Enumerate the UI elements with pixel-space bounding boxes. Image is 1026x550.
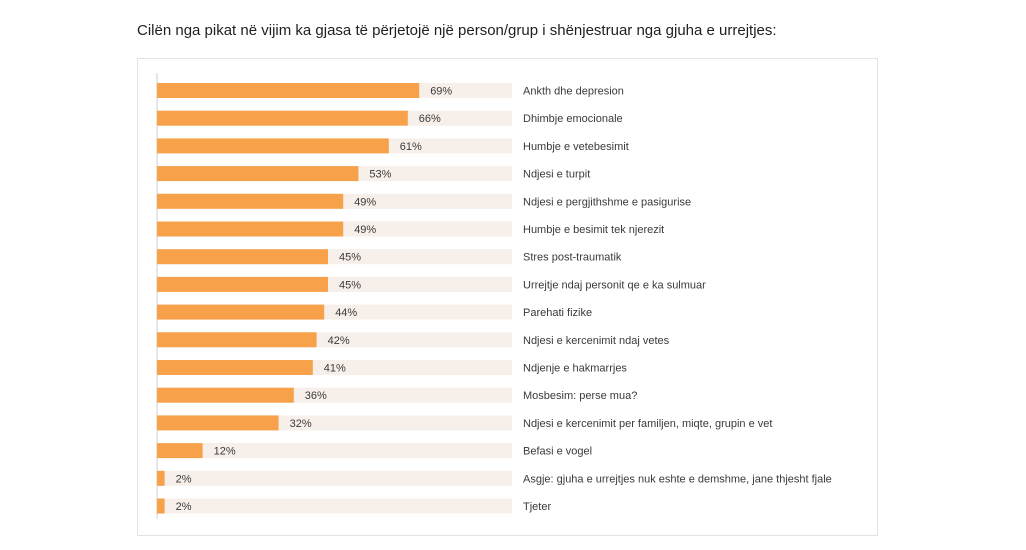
bar — [157, 110, 408, 126]
bar-value-label: 36% — [305, 390, 327, 402]
bar-value-label: 44% — [335, 307, 357, 319]
bar — [157, 387, 294, 403]
category-label: Ndjenje e hakmarrjes — [523, 363, 627, 375]
bar — [157, 193, 344, 209]
bar-value-label: 32% — [290, 418, 312, 430]
category-label: Ndjesi e kercenimit ndaj vetes — [523, 335, 670, 347]
bar — [157, 83, 420, 98]
bar — [157, 415, 279, 431]
bar-value-label: 2% — [176, 473, 192, 485]
category-label: Befasi e vogel — [523, 446, 592, 458]
category-label: Dhimbje emocionale — [523, 113, 623, 125]
bar-value-label: 53% — [369, 169, 391, 181]
bar — [157, 138, 389, 154]
chart-panel: 69% Ankth dhe depresion 66% Dhimbje emocion… — [137, 58, 878, 536]
bar-track — [157, 470, 512, 486]
category-label: Ndjesi e kercenimit per familjen, miqte,… — [523, 418, 772, 430]
category-label: Stres post-traumatik — [523, 252, 622, 264]
bar-track — [157, 443, 512, 459]
bar — [157, 166, 359, 182]
bar-value-label: 42% — [328, 335, 350, 347]
bar — [157, 360, 313, 375]
bar — [157, 470, 165, 486]
bar-value-label: 2% — [176, 501, 192, 513]
category-label: Mosbesim: perse mua? — [523, 390, 637, 402]
bar — [157, 221, 344, 237]
bar — [157, 304, 325, 320]
bar-value-label: 66% — [419, 113, 441, 125]
bar-value-label: 12% — [214, 446, 236, 458]
bar-value-label: 69% — [430, 86, 452, 98]
bar-value-label: 49% — [354, 224, 376, 236]
category-label: Humbje e besimit tek njerezit — [523, 224, 664, 236]
category-label: Humbje e vetebesimit — [523, 141, 629, 153]
bar-track — [157, 498, 512, 514]
bar — [157, 498, 165, 514]
category-label: Ndjesi e turpit — [523, 169, 590, 181]
bar — [157, 443, 203, 459]
category-label: Ankth dhe depresion — [523, 86, 624, 98]
horizontal-bar-chart: 69% Ankth dhe depresion 66% Dhimbje emocion… — [156, 73, 832, 519]
category-label: Asgje: gjuha e urrejtjes nuk eshte e dem… — [523, 473, 832, 485]
bar-value-label: 45% — [339, 252, 361, 264]
category-label: Ndjesi e pergjithshme e pasigurise — [523, 196, 691, 208]
bar — [157, 249, 328, 265]
chart-question-title: Cilën nga pikat në vijim ka gjasa të për… — [137, 22, 777, 39]
bar-value-label: 41% — [324, 363, 346, 375]
category-label: Parehati fizike — [523, 307, 592, 319]
bar — [157, 276, 328, 292]
bar-value-label: 49% — [354, 196, 376, 208]
category-label: Tjeter — [523, 501, 551, 513]
bar-value-label: 61% — [400, 141, 422, 153]
bar-value-label: 45% — [339, 279, 361, 291]
category-label: Urrejtje ndaj personit qe e ka sulmuar — [523, 279, 706, 291]
bar — [157, 332, 317, 348]
